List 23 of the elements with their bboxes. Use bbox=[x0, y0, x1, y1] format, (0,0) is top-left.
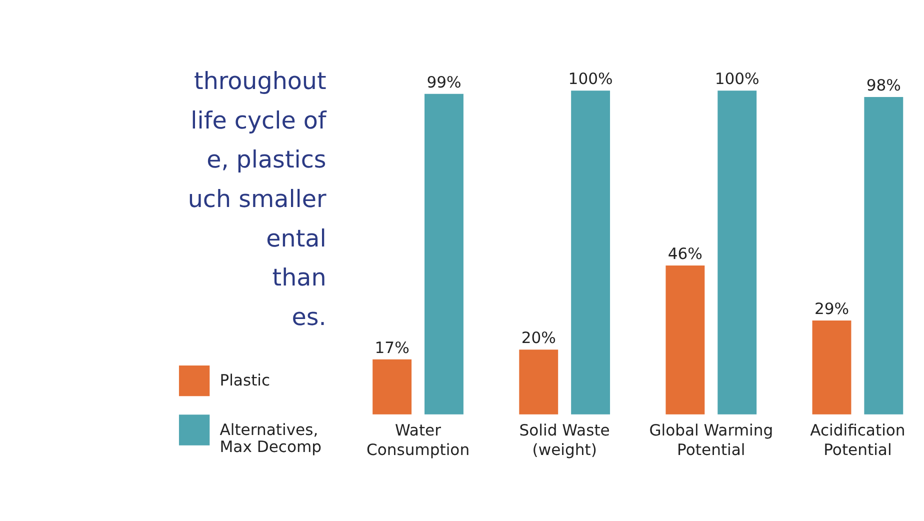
data-label: 98% bbox=[866, 76, 901, 94]
text: throughout life cycle of e, plastics uch smaller ental than es. bbox=[188, 66, 327, 332]
legend-label: Alternatives, Max Decomp bbox=[220, 420, 322, 456]
bar bbox=[812, 320, 852, 414]
bar bbox=[519, 350, 558, 414]
bar bbox=[424, 94, 464, 414]
x-tick-label: Water Consumption bbox=[366, 421, 470, 460]
data-label: 46% bbox=[668, 244, 702, 263]
bar bbox=[864, 97, 904, 414]
data-label: 100% bbox=[714, 70, 760, 88]
x-tick-label: Solid Waste (weight) bbox=[519, 421, 610, 460]
data-label: 29% bbox=[814, 300, 850, 318]
bar bbox=[571, 90, 610, 414]
bar bbox=[372, 359, 412, 414]
legend-label: Plastic bbox=[220, 372, 270, 390]
data-label: 99% bbox=[426, 73, 462, 92]
x-tick-label: Acidification Potential bbox=[810, 421, 906, 460]
bar bbox=[718, 90, 757, 414]
x-tick-label: Global Warming Potential bbox=[649, 421, 774, 460]
data-label: 20% bbox=[521, 329, 556, 348]
bar bbox=[666, 265, 705, 414]
data-label: 17% bbox=[374, 338, 410, 357]
data-label: 100% bbox=[568, 70, 613, 88]
